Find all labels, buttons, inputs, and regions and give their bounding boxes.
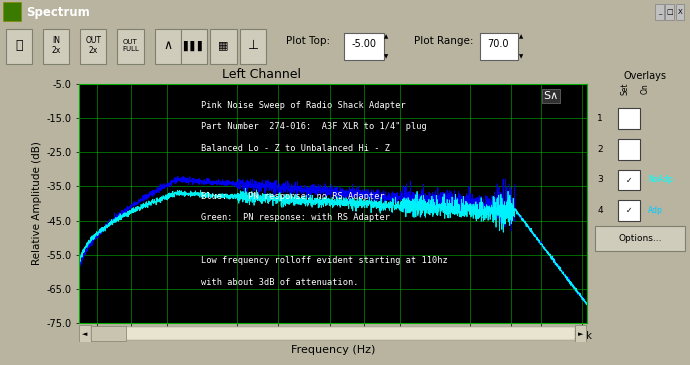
Text: ▼: ▼: [519, 54, 523, 59]
Text: 70.0: 70.0: [487, 39, 509, 49]
Bar: [210, 29, 237, 64]
Text: Plot Top:: Plot Top:: [286, 36, 331, 46]
Text: with about 3dB of attenuation.: with about 3dB of attenuation.: [201, 278, 359, 287]
X-axis label: Frequency (Hz): Frequency (Hz): [290, 345, 375, 355]
Text: ◄: ◄: [82, 331, 88, 337]
Text: _: _: [658, 9, 662, 15]
Text: ▲: ▲: [519, 34, 523, 39]
Text: 4: 4: [597, 206, 603, 215]
Bar: [181, 29, 207, 64]
Text: ►: ►: [578, 331, 584, 337]
Bar: [6, 29, 32, 64]
Text: IN
2x: IN 2x: [51, 36, 61, 55]
Text: ∧: ∧: [163, 39, 172, 52]
Text: ✓: ✓: [626, 206, 632, 215]
Bar: [90, 326, 126, 342]
Text: 3: 3: [597, 176, 603, 184]
Bar: [618, 139, 640, 160]
Text: NoAdp: NoAdp: [648, 176, 673, 184]
Text: □: □: [667, 9, 673, 15]
Bar: [595, 226, 685, 251]
Bar: [80, 29, 106, 64]
Bar: [117, 29, 144, 64]
Text: Set: Set: [620, 83, 629, 95]
Bar: [676, 4, 684, 20]
Text: On: On: [640, 83, 649, 93]
Bar: [240, 29, 266, 64]
Text: Low frequency rolloff evident starting at 110hz: Low frequency rolloff evident starting a…: [201, 256, 448, 265]
Text: 2: 2: [597, 145, 603, 154]
Text: OUT
2x: OUT 2x: [85, 36, 101, 55]
Text: 🔍: 🔍: [15, 39, 22, 52]
Bar: [655, 4, 664, 20]
Text: S∧: S∧: [543, 91, 559, 101]
Text: ▦: ▦: [218, 41, 229, 51]
Text: Plot Range:: Plot Range:: [414, 36, 473, 46]
Bar: [43, 29, 69, 64]
Bar: [155, 29, 181, 64]
Bar: [665, 4, 674, 20]
Text: Balanced Lo - Z to Unbalanced Hi - Z: Balanced Lo - Z to Unbalanced Hi - Z: [201, 144, 390, 153]
Y-axis label: Relative Amplitude (dB): Relative Amplitude (dB): [32, 142, 42, 265]
Bar: [480, 33, 518, 60]
Text: -5.00: -5.00: [351, 39, 376, 49]
Text: Options...: Options...: [618, 234, 662, 243]
Text: Pink Noise Sweep of Radio Shack Adapter: Pink Noise Sweep of Radio Shack Adapter: [201, 101, 406, 110]
Text: Left Channel: Left Channel: [221, 68, 301, 81]
Bar: [3, 2, 21, 21]
Text: ▲: ▲: [384, 34, 388, 39]
Bar: [90, 327, 575, 340]
Text: Part Number  274-016:  A3F XLR to 1/4" plug: Part Number 274-016: A3F XLR to 1/4" plu…: [201, 122, 427, 131]
Text: ✓: ✓: [626, 176, 632, 184]
Bar: [618, 108, 640, 129]
Text: ▌▌▌: ▌▌▌: [183, 41, 205, 51]
Text: Green:  PN response: with RS Adapter: Green: PN response: with RS Adapter: [201, 213, 390, 222]
Bar: [344, 33, 384, 60]
Bar: [618, 200, 640, 221]
Text: Spectrum: Spectrum: [26, 6, 90, 19]
Text: OUT
FULL: OUT FULL: [122, 39, 139, 52]
Bar: [79, 325, 90, 342]
Text: 1: 1: [597, 114, 603, 123]
Text: Overlays: Overlays: [624, 72, 667, 81]
Bar: [618, 170, 640, 190]
Bar: [575, 325, 586, 342]
Text: Adp: Adp: [648, 206, 663, 215]
Text: Blue:    PN response: no RS Adapter: Blue: PN response: no RS Adapter: [201, 192, 385, 200]
Text: ⊥: ⊥: [248, 39, 259, 52]
Text: ▼: ▼: [384, 54, 388, 59]
Text: X: X: [678, 9, 682, 15]
